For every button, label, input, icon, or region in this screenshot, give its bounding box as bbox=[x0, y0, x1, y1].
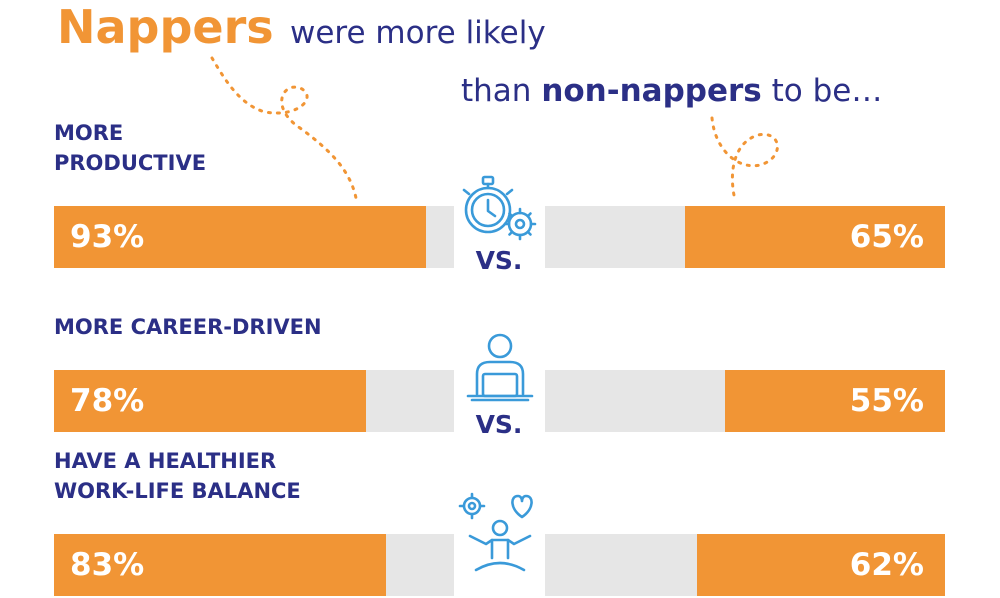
non-nappers-value: 62% bbox=[849, 547, 924, 583]
headline: Nappers were more likely than non-napper… bbox=[57, 4, 957, 114]
nappers-value: 83% bbox=[70, 547, 145, 583]
row-healthier-work-life-balance: HAVE A HEALTHIER WORK-LIFE BALANCE 83% 6… bbox=[0, 448, 1000, 598]
non-nappers-bar bbox=[725, 370, 945, 432]
nappers-bar-track bbox=[54, 206, 454, 268]
non-nappers-bar-track bbox=[545, 206, 945, 268]
headline-line2-strong: non-nappers bbox=[541, 73, 762, 109]
row-more-productive: MORE PRODUCTIVE 93% 65% VS. bbox=[0, 120, 1000, 275]
vs-label: VS. bbox=[475, 246, 523, 275]
nappers-value: 93% bbox=[70, 219, 145, 255]
category-label: MORE CAREER-DRIVEN bbox=[54, 315, 322, 339]
non-nappers-bar bbox=[685, 206, 945, 268]
meditation-balance-icon bbox=[458, 492, 533, 572]
row-more-career-driven: MORE CAREER-DRIVEN 78% 55% VS. bbox=[0, 284, 1000, 439]
comparison-chart: MORE PRODUCTIVE 93% 65% VS. bbox=[0, 120, 1000, 596]
headline-line2-pre: than bbox=[461, 73, 542, 109]
vs-label: VS. bbox=[475, 410, 523, 439]
headline-strong: Nappers bbox=[57, 0, 274, 54]
headline-line2: than non-nappers to be… bbox=[461, 76, 882, 107]
person-laptop-icon bbox=[466, 333, 534, 402]
nappers-bar bbox=[54, 206, 426, 268]
headline-line1: were more likely bbox=[290, 15, 546, 51]
dotted-swirl-right bbox=[710, 116, 779, 202]
category-label: HAVE A HEALTHIER WORK-LIFE BALANCE bbox=[54, 449, 301, 503]
non-nappers-value: 55% bbox=[849, 383, 924, 419]
stopwatch-gear-icon bbox=[462, 175, 537, 241]
nappers-value: 78% bbox=[70, 383, 145, 419]
non-nappers-value: 65% bbox=[849, 219, 924, 255]
headline-line2-post: to be… bbox=[761, 73, 883, 109]
nappers-bar bbox=[54, 370, 366, 432]
category-label: MORE PRODUCTIVE bbox=[54, 121, 207, 175]
decorative-dotted-lines bbox=[210, 56, 779, 202]
nappers-bar-track bbox=[54, 370, 454, 432]
non-nappers-bar-track bbox=[545, 370, 945, 432]
